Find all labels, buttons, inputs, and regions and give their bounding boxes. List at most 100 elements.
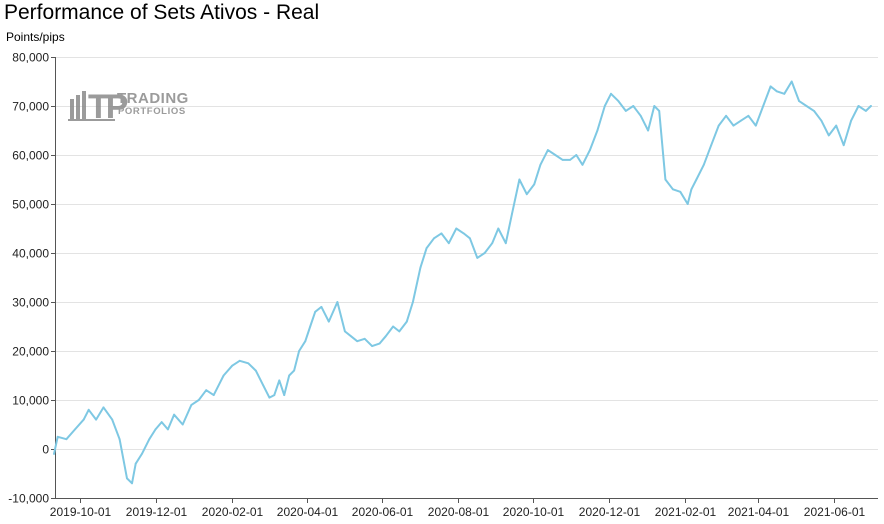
data-point (581, 163, 584, 166)
data-point (160, 421, 163, 423)
data-point (320, 306, 323, 308)
data-point (820, 119, 823, 122)
gridlines (55, 57, 878, 499)
data-point (134, 462, 137, 465)
logo-bar-2 (76, 95, 80, 120)
data-point (254, 369, 257, 372)
x-tick-label: 2020-06-01 (352, 505, 414, 519)
data-point (327, 320, 330, 323)
data-point (455, 227, 458, 230)
y-axis-unit-label: Points/pips (6, 30, 65, 44)
logo-bar-3 (82, 91, 86, 120)
data-point (304, 340, 307, 343)
y-tick-label: 20,000 (12, 345, 49, 359)
data-point (596, 129, 599, 132)
data-point (850, 119, 852, 122)
data-point (363, 337, 366, 340)
data-point (87, 408, 90, 411)
data-point (425, 247, 428, 250)
data-point (504, 242, 507, 245)
x-tick-label: 2020-08-01 (428, 505, 490, 519)
y-tick-label: 70,000 (12, 100, 49, 114)
axes (51, 57, 878, 503)
data-point (384, 335, 387, 338)
data-point (476, 257, 479, 259)
data-point (518, 178, 521, 181)
data-point (398, 330, 401, 333)
data-point (798, 100, 800, 102)
data-point (617, 100, 620, 102)
data-point (702, 163, 705, 166)
data-point (690, 188, 693, 191)
data-point (74, 428, 76, 431)
data-point (679, 190, 682, 193)
data-point (725, 114, 727, 117)
data-point (111, 418, 114, 421)
logo-underline (68, 119, 115, 121)
data-point (53, 453, 55, 455)
data-point (610, 92, 612, 95)
data-point (632, 105, 635, 107)
data-point (238, 359, 241, 362)
data-point (695, 178, 698, 181)
data-point (412, 301, 414, 303)
data-point (462, 232, 465, 235)
data-point (653, 105, 656, 107)
data-point (827, 134, 830, 137)
data-point (658, 110, 661, 112)
data-point (118, 438, 121, 441)
data-point (624, 110, 627, 112)
y-tick-label: 30,000 (12, 296, 49, 310)
data-point (126, 477, 128, 480)
data-point (647, 129, 649, 132)
data-point (754, 124, 757, 127)
data-point (222, 374, 225, 377)
data-point (469, 237, 471, 240)
data-point (775, 90, 778, 93)
data-point (762, 105, 765, 107)
data-point (344, 330, 346, 333)
x-tick-label: 2021-06-01 (804, 505, 866, 519)
logo-word-portfolios: PORTFOLIOS (118, 106, 186, 117)
data-point (212, 394, 215, 396)
data-point (533, 183, 536, 186)
data-point (262, 384, 265, 387)
data-point (350, 335, 352, 338)
x-tick-label: 2020-10-01 (503, 505, 565, 519)
data-point (790, 80, 793, 83)
data-point (298, 350, 300, 352)
data-point (102, 406, 105, 409)
data-point (131, 482, 133, 485)
data-point (835, 124, 838, 127)
data-point (589, 149, 591, 152)
data-point (483, 252, 486, 254)
data-point (813, 110, 815, 112)
data-point (278, 379, 281, 382)
data-point (842, 144, 845, 147)
data-point (82, 418, 85, 421)
x-axis-tick-labels: 2019-10-01 2019-12-01 2020-02-01 2020-04-01… (50, 505, 866, 519)
performance-line (53, 80, 872, 485)
y-tick-label: 10,000 (12, 394, 49, 408)
y-tick-label: 50,000 (12, 198, 49, 212)
x-tick-label: 2020-12-01 (579, 505, 641, 519)
data-point (525, 193, 528, 196)
data-point (405, 320, 408, 323)
data-point (686, 203, 689, 205)
data-point (575, 154, 578, 156)
data-point (309, 325, 312, 328)
x-tick-label: 2021-04-01 (728, 505, 790, 519)
data-point (65, 438, 68, 441)
data-point (805, 105, 808, 107)
logo-word-trading: TRADING (117, 90, 189, 107)
data-point (603, 105, 606, 107)
data-point (539, 163, 542, 166)
data-point (356, 340, 359, 343)
data-point (392, 325, 394, 328)
data-point (639, 114, 642, 117)
data-point (732, 124, 735, 127)
data-point (95, 418, 97, 421)
data-point (440, 232, 443, 235)
data-point (511, 212, 513, 215)
data-point (141, 453, 143, 455)
